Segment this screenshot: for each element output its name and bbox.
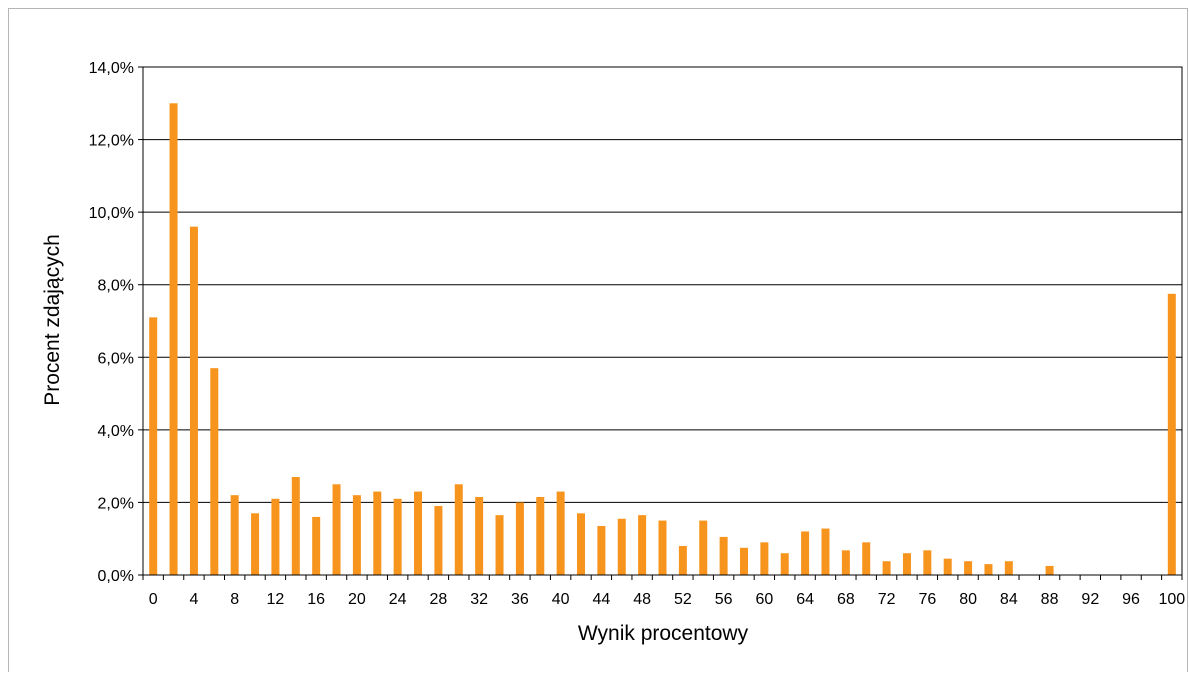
bar (617, 518, 626, 575)
bar (780, 553, 789, 575)
x-tick-label: 72 (878, 591, 896, 608)
bar (271, 498, 280, 575)
bars (149, 103, 1176, 576)
x-tick-label: 28 (430, 591, 448, 608)
bar (169, 103, 178, 576)
bar (902, 553, 911, 575)
x-tick-label: 24 (389, 591, 407, 608)
y-tick-label: 2,0% (98, 495, 134, 512)
bar (964, 561, 973, 575)
x-tick-label: 64 (796, 591, 814, 608)
bar (291, 477, 300, 575)
x-tick-label: 84 (1000, 591, 1018, 608)
bar (719, 536, 728, 575)
bar (841, 550, 850, 575)
x-tick-label: 12 (267, 591, 285, 608)
bar (352, 495, 361, 575)
y-tick-label: 8,0% (98, 278, 134, 295)
bar (882, 561, 891, 575)
x-tick-label: 32 (470, 591, 488, 608)
bar (332, 484, 341, 575)
bar (210, 368, 219, 575)
bar (434, 506, 443, 575)
bar (597, 526, 606, 575)
bar (536, 496, 545, 575)
x-tick-label: 80 (959, 591, 977, 608)
bar (923, 550, 932, 575)
bar (312, 516, 321, 575)
bar (1045, 565, 1054, 575)
x-tick-label: 0 (149, 591, 158, 608)
gridlines (143, 139, 1182, 503)
y-tick-label: 14,0% (89, 60, 134, 77)
bar (638, 515, 647, 575)
bar (760, 542, 769, 575)
y-tick-label: 12,0% (89, 133, 134, 150)
bar (943, 558, 952, 575)
bar (678, 545, 687, 575)
bar (658, 520, 667, 575)
x-tick-label: 52 (674, 591, 692, 608)
bar (1004, 561, 1013, 575)
bar (495, 515, 504, 575)
x-tick-label: 92 (1081, 591, 1099, 608)
x-tick-label: 48 (633, 591, 651, 608)
bar (251, 513, 260, 575)
bar (515, 502, 524, 575)
x-tick-label: 56 (715, 591, 733, 608)
bar (821, 528, 830, 575)
x-tick-label: 8 (230, 591, 239, 608)
bar (1167, 293, 1176, 575)
x-tick-label: 96 (1122, 591, 1140, 608)
x-tick-label: 68 (837, 591, 855, 608)
bar (699, 520, 708, 575)
x-tick-label: 60 (755, 591, 773, 608)
y-tick-label: 4,0% (98, 423, 134, 440)
y-axis-label: Procent zdających (41, 234, 64, 406)
x-axis: 0 4 8 12 16 20 24 28 32 36 40 44 48 52 56 60 64 68 72 76 80 8… (142, 575, 1185, 608)
bar (556, 491, 565, 575)
bar (801, 531, 810, 575)
x-tick-label: 40 (552, 591, 570, 608)
bar (577, 513, 586, 575)
x-tick-label: 36 (511, 591, 529, 608)
bar (984, 564, 993, 575)
x-tick-label: 100 (1158, 591, 1185, 608)
x-tick-label: 16 (307, 591, 325, 608)
x-tick-label: 44 (592, 591, 610, 608)
bar (454, 484, 463, 575)
bar (149, 317, 158, 575)
x-tick-label: 88 (1041, 591, 1059, 608)
plot-area (142, 66, 1183, 576)
bar (393, 498, 402, 575)
bar (414, 491, 423, 575)
bar (862, 542, 871, 575)
y-axis: 0,0% 2,0% 4,0% 6,0% 8,0% 10,0% 12,0% 14,0% (89, 60, 143, 585)
chart-frame (8, 8, 1188, 672)
bar (230, 495, 239, 575)
x-tick-label: 20 (348, 591, 366, 608)
x-tick-label: 4 (189, 591, 198, 608)
y-tick-label: 0,0% (98, 568, 134, 585)
bar (373, 491, 382, 575)
x-axis-label: Wynik procentowy (578, 622, 749, 645)
y-tick-label: 10,0% (89, 205, 134, 222)
y-tick-label: 6,0% (98, 350, 134, 367)
bar (189, 226, 198, 575)
bar (475, 496, 484, 575)
x-tick-label: 76 (918, 591, 936, 608)
bar (739, 547, 748, 575)
